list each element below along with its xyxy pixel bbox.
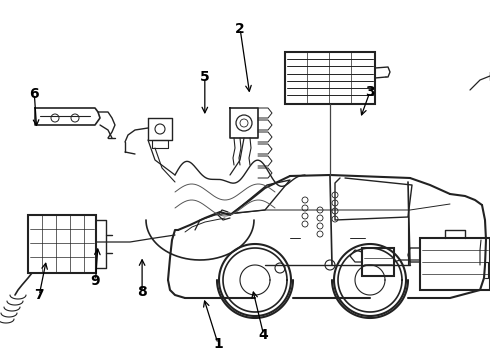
Circle shape	[240, 119, 248, 127]
Circle shape	[275, 263, 285, 273]
Text: 1: 1	[213, 337, 223, 351]
Circle shape	[236, 115, 252, 131]
Circle shape	[155, 124, 165, 134]
Circle shape	[51, 114, 59, 122]
Circle shape	[302, 213, 308, 219]
Bar	[362, 248, 394, 276]
Bar	[420, 238, 490, 290]
Circle shape	[317, 215, 323, 221]
Text: 6: 6	[29, 87, 39, 100]
Text: 8: 8	[137, 285, 147, 298]
Text: 3: 3	[365, 85, 375, 99]
Circle shape	[325, 260, 335, 270]
Circle shape	[332, 216, 338, 222]
Circle shape	[302, 221, 308, 227]
Circle shape	[332, 200, 338, 206]
Circle shape	[71, 114, 79, 122]
Circle shape	[332, 192, 338, 198]
Text: 4: 4	[259, 328, 269, 342]
Text: 5: 5	[200, 71, 210, 84]
Circle shape	[317, 231, 323, 237]
Text: 2: 2	[235, 22, 245, 36]
Bar	[285, 52, 375, 104]
Text: 7: 7	[34, 288, 44, 302]
Bar	[28, 215, 96, 273]
Text: 9: 9	[91, 274, 100, 288]
Circle shape	[317, 223, 323, 229]
Circle shape	[302, 205, 308, 211]
Circle shape	[317, 207, 323, 213]
Circle shape	[302, 197, 308, 203]
Circle shape	[332, 208, 338, 214]
